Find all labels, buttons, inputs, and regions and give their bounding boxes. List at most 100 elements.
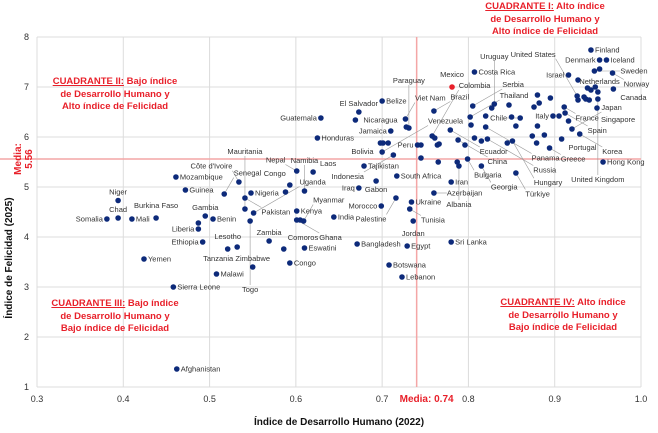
point-label: Nicaragua — [363, 116, 398, 125]
data-point — [588, 87, 594, 93]
leader-line — [405, 102, 416, 120]
data-point — [115, 215, 121, 221]
data-point — [224, 246, 231, 252]
point-label: Tunisia — [421, 216, 446, 225]
x-axis-label: Índice de Desarrollo Humano (2022) — [254, 415, 424, 428]
point-label: Egypt — [411, 242, 431, 251]
data-point — [541, 132, 548, 138]
data-point — [462, 142, 468, 148]
data-point — [471, 69, 478, 75]
data-point — [234, 244, 240, 250]
point-label: Kenya — [301, 207, 323, 216]
data-point — [447, 127, 454, 133]
data-point — [403, 124, 410, 130]
data-point — [488, 105, 495, 111]
data-point — [596, 66, 603, 72]
point-label: Zimbabwe — [235, 254, 270, 263]
data-point — [380, 140, 386, 146]
data-point — [173, 366, 180, 372]
point-label: Italy — [535, 112, 549, 121]
point-label: Iraq — [342, 184, 355, 193]
point-label: Viet Nam — [415, 94, 446, 103]
point-label: Panama — [532, 154, 561, 163]
data-point — [546, 145, 553, 151]
data-point — [575, 77, 581, 83]
data-point — [533, 140, 540, 146]
point-label: Pakistan — [261, 208, 290, 217]
data-point — [576, 131, 583, 137]
data-point — [464, 156, 471, 162]
point-label: Gambia — [192, 203, 219, 212]
data-point — [115, 197, 121, 204]
data-point — [153, 215, 159, 221]
point-label: Zambia — [257, 228, 283, 237]
data-point — [236, 179, 242, 185]
point-label: Japan — [601, 103, 621, 112]
data-point — [280, 246, 287, 252]
data-point — [399, 274, 405, 280]
point-label: Honduras — [321, 134, 354, 143]
leader-line — [431, 89, 459, 137]
point-label: Sweden — [620, 67, 647, 76]
point-label: Mexico — [440, 70, 464, 79]
data-point — [250, 210, 257, 216]
leader-line — [363, 154, 394, 173]
data-point — [529, 133, 536, 139]
x-tick-label: 0.6 — [290, 394, 303, 404]
data-point — [536, 100, 542, 106]
data-point — [300, 218, 307, 224]
data-point — [586, 97, 593, 103]
point-label: Greece — [561, 155, 586, 164]
point-label: Bolivia — [351, 147, 374, 156]
point-label: Indonesia — [331, 172, 364, 181]
point-label: Thailand — [500, 91, 529, 100]
x-tick-label: 1.0 — [635, 394, 648, 404]
point-label: Nepal — [266, 156, 286, 165]
data-point — [562, 110, 568, 116]
data-point — [448, 239, 454, 245]
data-point — [565, 118, 572, 124]
data-point — [534, 123, 541, 129]
data-point — [293, 168, 300, 174]
point-label: Netherlands — [579, 77, 620, 86]
data-point — [129, 216, 135, 222]
y-tick-label: 6 — [24, 132, 29, 142]
point-label: Guinea — [189, 186, 214, 195]
point-label: Georgia — [491, 182, 519, 191]
point-label: Ethiopia — [172, 238, 200, 247]
point-label: Senegal — [234, 169, 262, 178]
data-point — [394, 173, 400, 179]
data-point — [195, 220, 202, 226]
data-point — [454, 159, 461, 165]
data-point — [469, 103, 476, 109]
data-point — [406, 206, 413, 212]
data-point — [301, 188, 308, 194]
point-label: Lesotho — [214, 232, 241, 241]
x-tick-label: 0.7 — [376, 394, 389, 404]
data-point — [410, 218, 417, 224]
data-point — [484, 136, 491, 142]
data-point — [508, 114, 515, 120]
point-label: Serbia — [502, 80, 525, 89]
point-label: Denmark — [565, 56, 596, 65]
point-label: Azerbaijan — [447, 189, 482, 198]
point-label: Botswana — [393, 261, 427, 270]
leader-line — [450, 129, 480, 148]
point-label: Russia — [533, 166, 557, 175]
point-label: Myanmar — [313, 196, 345, 205]
data-point — [513, 170, 519, 176]
data-point — [352, 117, 359, 123]
data-point — [170, 284, 177, 290]
x-tick-label: 0.4 — [117, 394, 130, 404]
point-label: Eswatini — [308, 244, 336, 253]
data-point — [418, 142, 424, 148]
leader-line — [555, 58, 578, 97]
point-label: Hong Kong — [607, 158, 645, 167]
data-point — [379, 98, 385, 104]
data-point — [431, 135, 438, 141]
x-tick-label: 0.5 — [203, 394, 216, 404]
leader-line — [485, 126, 532, 154]
data-point — [561, 104, 568, 110]
data-point — [356, 109, 362, 115]
